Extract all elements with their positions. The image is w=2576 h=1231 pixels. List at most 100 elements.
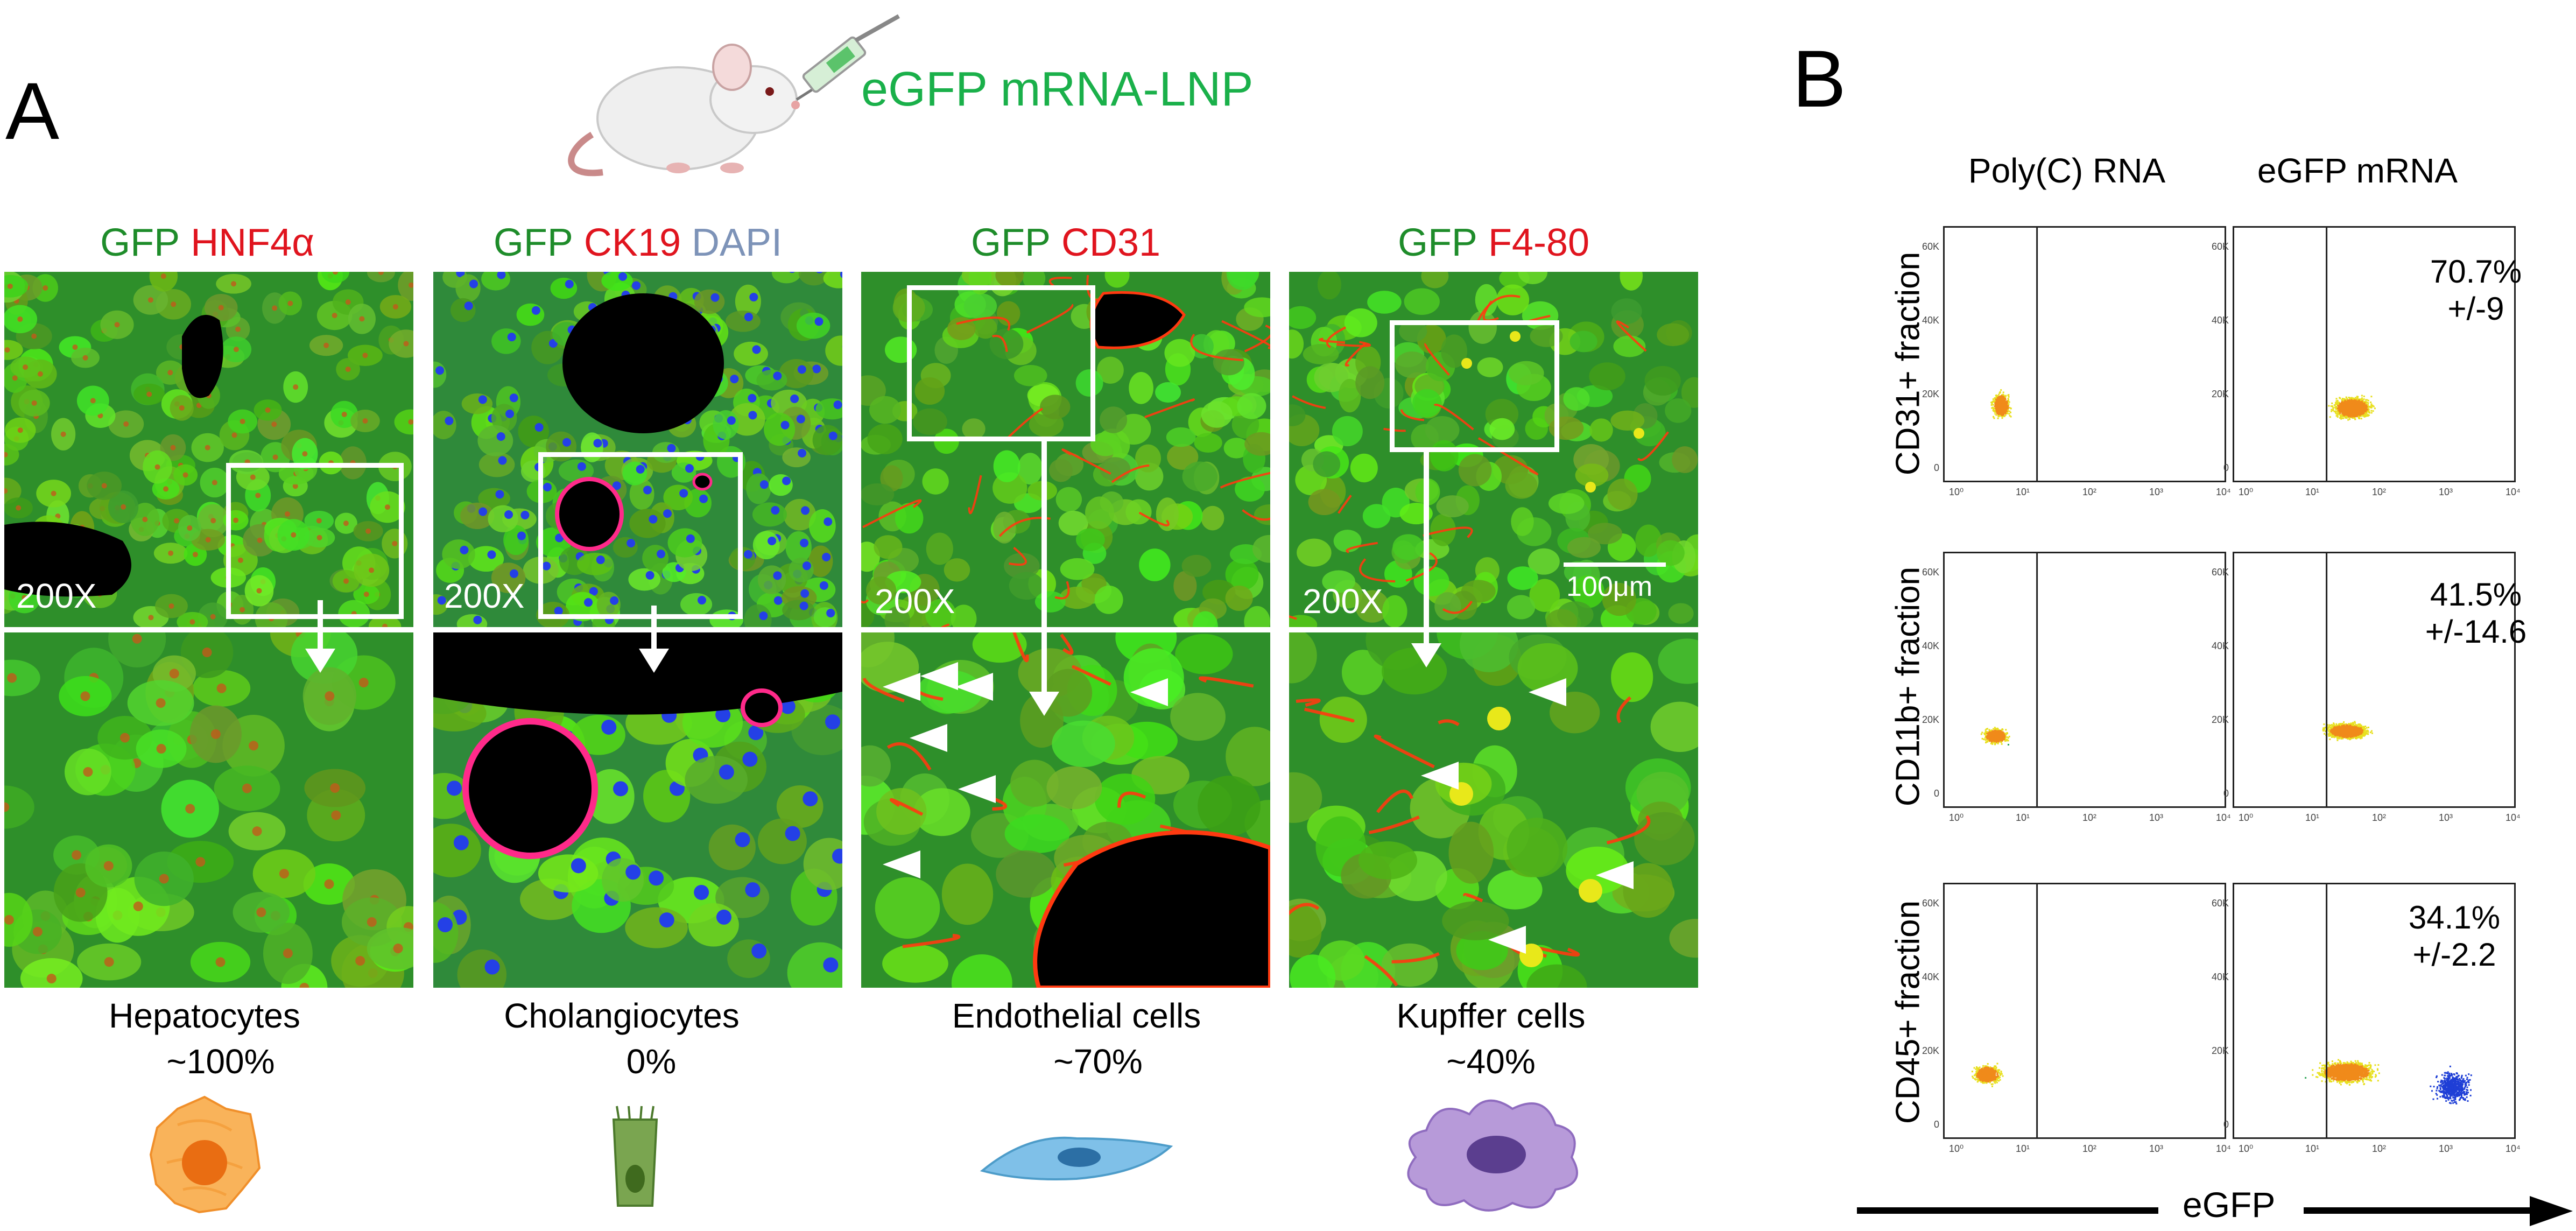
- stain-gfp: GFP: [1397, 221, 1477, 264]
- cell-percent-label: 0%: [626, 1042, 677, 1081]
- inset-box: [226, 463, 404, 619]
- y-tick-label: 0: [2223, 462, 2229, 473]
- percent-value: 41.5%: [2430, 576, 2522, 613]
- x-tick-label: 10²: [2082, 812, 2097, 823]
- inset-box: [538, 452, 743, 619]
- y-tick-label: 60K: [1922, 898, 1939, 909]
- cell-type-label: Cholangiocytes: [504, 996, 740, 1035]
- pointer-arrowhead-icon: [1488, 926, 1526, 954]
- y-tick-label: 40K: [2211, 315, 2229, 326]
- x-tick-label: 10⁴: [2216, 812, 2231, 823]
- arrow-down-icon: [1029, 692, 1059, 716]
- x-tick-label: 10⁴: [2216, 487, 2231, 497]
- x-axis-arrow-line: [2304, 1207, 2535, 1214]
- percent-value: 70.7%: [2430, 254, 2522, 290]
- y-tick-label: 20K: [1922, 1045, 1939, 1056]
- x-tick-label: 10¹: [2305, 812, 2320, 823]
- percent-cd31: 70.7% +/-9: [2401, 253, 2551, 327]
- stain-title-col3: GFP CD31: [858, 221, 1273, 265]
- micrograph-chol-zoom: [433, 632, 842, 988]
- zoom-arrow: [318, 600, 323, 651]
- x-tick-label: 10³: [2439, 812, 2453, 823]
- injection-label: eGFP mRNA-LNP: [861, 62, 1254, 116]
- stain-cd31: CD31: [1061, 221, 1161, 264]
- cell-percent-label: ~40%: [1446, 1042, 1536, 1081]
- percent-value: 34.1%: [2408, 899, 2501, 935]
- x-tick-label: 10³: [2439, 487, 2453, 497]
- x-tick-label: 10¹: [2016, 487, 2030, 497]
- micrograph-kup-overview: [1289, 272, 1698, 627]
- inset-box: [1390, 320, 1559, 452]
- flow-plot: 60K 40K 20K 0 10⁰ 10¹ 10² 10³ 10⁴: [1922, 226, 2231, 497]
- percent-sd: +/-2.2: [2412, 937, 2496, 973]
- y-tick-label: 20K: [2211, 714, 2229, 725]
- percent-sd: +/-9: [2447, 291, 2504, 327]
- x-tick-label: 10⁰: [1949, 812, 1964, 823]
- mouse-injection-illustration: [554, 11, 931, 188]
- magnification-label: 200X: [875, 582, 955, 621]
- scale-bar-label: 100μm: [1566, 571, 1653, 602]
- x-tick-label: 10³: [2149, 812, 2164, 823]
- x-tick-label: 10⁴: [2505, 812, 2521, 823]
- pointer-arrowhead-icon: [955, 673, 993, 701]
- x-axis-label: eGFP: [2183, 1185, 2276, 1225]
- zoom-arrow: [651, 606, 657, 651]
- x-tick-label: 10³: [2149, 487, 2164, 497]
- y-tick-label: 0: [2223, 1119, 2229, 1130]
- y-tick-label: 60K: [1922, 567, 1939, 578]
- y-tick-label: 40K: [2211, 972, 2229, 982]
- arrow-down-icon: [305, 649, 335, 673]
- pointer-arrowhead-icon: [920, 662, 958, 690]
- y-tick-label: 60K: [1922, 241, 1939, 252]
- cell-type-label: Hepatocytes: [109, 996, 300, 1035]
- y-tick-label: 0: [1933, 1119, 1939, 1130]
- x-tick-label: 10³: [2439, 1143, 2453, 1154]
- stain-gfp: GFP: [100, 221, 180, 264]
- scale-bar: [1564, 562, 1666, 567]
- micrograph-endo-zoom: [861, 632, 1270, 988]
- x-tick-label: 10³: [2149, 1143, 2164, 1154]
- inset-box: [907, 285, 1095, 441]
- y-tick-label: 60K: [2211, 567, 2229, 578]
- stain-gfp: GFP: [970, 221, 1051, 264]
- stain-hnf4a: HNF4α: [191, 221, 314, 264]
- stain-dapi: DAPI: [692, 221, 783, 264]
- endothelial-cell-icon: [980, 1122, 1173, 1195]
- pointer-arrowhead-icon: [958, 775, 996, 803]
- x-tick-label: 10⁰: [2239, 487, 2254, 497]
- x-tick-label: 10¹: [2016, 1143, 2030, 1154]
- x-tick-label: 10⁰: [2239, 812, 2254, 823]
- zoom-arrow: [1041, 441, 1047, 694]
- y-tick-label: 40K: [2211, 641, 2229, 651]
- y-tick-label: 40K: [1922, 972, 1939, 982]
- stain-title-col1: GFP HNF4α: [0, 221, 414, 265]
- y-tick-label: 60K: [2211, 241, 2229, 252]
- y-tick-label: 20K: [1922, 714, 1939, 725]
- cholangiocyte-icon: [603, 1103, 667, 1214]
- micrograph-chol-overview: [433, 272, 842, 627]
- arrow-down-icon: [639, 649, 669, 673]
- pointer-arrowhead-icon: [883, 850, 920, 878]
- x-tick-label: 10²: [2372, 1143, 2387, 1154]
- y-tick-label: 0: [2223, 788, 2229, 799]
- pointer-arrowhead-icon: [1130, 678, 1168, 706]
- stain-gfp: GFP: [493, 221, 573, 264]
- y-tick-label: 60K: [2211, 898, 2229, 909]
- x-tick-label: 10²: [2372, 487, 2387, 497]
- y-tick-label: 0: [1933, 788, 1939, 799]
- kupffer-cell-icon: [1394, 1087, 1588, 1225]
- x-tick-label: 10⁰: [1949, 1143, 1964, 1154]
- arrow-down-icon: [1411, 643, 1441, 667]
- cell-type-label: Kupffer cells: [1396, 996, 1586, 1035]
- x-tick-label: 10⁴: [2505, 487, 2521, 497]
- hepatocyte-icon: [145, 1093, 264, 1219]
- stain-f480: F4-80: [1488, 221, 1590, 264]
- x-tick-label: 10⁰: [1949, 487, 1964, 497]
- column-header-polyc: Poly(C) RNA: [1968, 151, 2166, 190]
- x-tick-label: 10⁰: [2239, 1143, 2254, 1154]
- micrograph-hep-zoom: [4, 632, 413, 988]
- x-tick-label: 10²: [2082, 487, 2097, 497]
- flow-plot: 60K 40K 20K 0 10⁰ 10¹ 10² 10³ 10⁴: [2212, 226, 2521, 497]
- x-tick-label: 10²: [2372, 812, 2387, 823]
- x-tick-label: 10¹: [2305, 487, 2320, 497]
